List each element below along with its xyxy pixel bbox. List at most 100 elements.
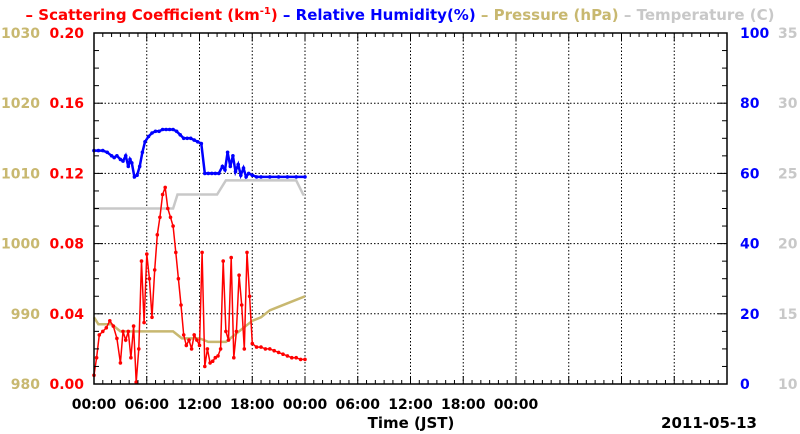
data-point-scat: [290, 355, 294, 360]
data-point-rh: [250, 173, 255, 177]
data-point-scat: [168, 215, 173, 220]
data-point-rh: [223, 168, 227, 172]
data-point-rh: [128, 157, 132, 162]
data-point-scat: [245, 250, 249, 255]
rh-axis-tick-label: 60: [740, 166, 760, 182]
data-point-rh: [199, 141, 204, 146]
data-point-scat: [232, 355, 236, 360]
legend-scat: – Scattering Coefficient (km: [26, 6, 260, 24]
data-point-scat: [155, 233, 160, 237]
data-point-rh: [285, 175, 290, 179]
x-tick-label: 18:00: [441, 397, 486, 413]
legend-scat-sup: -1: [260, 6, 271, 17]
temp-axis-tick-label: 20: [778, 237, 798, 253]
data-point-rh: [160, 127, 165, 132]
data-point-scat: [163, 185, 167, 190]
data-point-rh: [244, 175, 248, 179]
data-point-scat: [126, 329, 131, 334]
data-point-scat: [250, 341, 255, 346]
data-point-scat: [200, 250, 204, 255]
scat-axis-tick-label: 0.04: [49, 307, 84, 323]
data-point-scat: [181, 333, 186, 337]
series-temp: [94, 179, 305, 210]
data-point-scat: [158, 215, 162, 220]
pres-axis-tick-label: 1030: [1, 26, 40, 42]
data-point-rh: [210, 171, 214, 176]
data-point-rh: [109, 154, 114, 158]
rh-axis-tick-label: 40: [740, 237, 760, 253]
data-point-scat: [294, 355, 299, 360]
data-point-rh: [225, 150, 230, 155]
scat-axis-tick-label: 0.12: [49, 166, 84, 182]
chart-legend: – Scattering Coefficient (km-1) – Relati…: [26, 6, 775, 24]
data-point-rh: [150, 131, 154, 135]
data-point-scat: [152, 268, 157, 272]
data-point-rh: [126, 164, 131, 169]
data-point-rh: [220, 164, 225, 169]
data-point-rh: [303, 175, 307, 179]
x-tick-label: 18:00: [230, 397, 275, 413]
data-point-scat: [203, 364, 207, 369]
data-point-scat: [129, 355, 133, 360]
data-point-scat: [205, 347, 210, 351]
data-point-rh: [105, 150, 109, 155]
data-point-rh: [203, 171, 207, 176]
data-point-scat: [259, 345, 263, 349]
data-point-rh: [112, 155, 116, 160]
data-point-rh: [185, 136, 189, 141]
temp-axis-tick-label: 25: [778, 166, 797, 182]
data-point-scat: [101, 329, 105, 334]
data-point-scat: [254, 345, 259, 349]
legend-line: – Scattering Coefficient (km-1) – Relati…: [26, 6, 775, 24]
data-point-scat: [187, 338, 191, 342]
data-point-rh: [118, 157, 123, 162]
data-point-rh: [181, 136, 186, 141]
data-point-scat: [303, 357, 307, 362]
data-point-scat: [123, 338, 128, 342]
scat-axis-tick-label: 0.20: [49, 26, 84, 42]
data-point-scat: [224, 329, 228, 334]
date-label: 2011-05-13: [661, 414, 757, 432]
x-axis-label: Time (JST): [368, 414, 455, 432]
chart-grid: [94, 33, 727, 384]
data-point-scat: [197, 343, 202, 348]
data-point-scat: [276, 350, 281, 355]
data-point-scat: [184, 343, 189, 348]
data-point-scat: [145, 252, 149, 256]
data-point-scat: [174, 250, 178, 255]
data-point-scat: [171, 224, 175, 228]
data-point-rh: [233, 169, 238, 174]
data-point-scat: [263, 347, 268, 351]
data-point-rh: [157, 129, 161, 134]
data-point-rh: [132, 175, 137, 179]
data-point-scat: [166, 206, 170, 211]
data-point-scat: [285, 354, 290, 358]
data-point-rh: [135, 173, 139, 177]
rh-axis-tick-label: 80: [740, 96, 760, 112]
data-point-rh: [259, 175, 263, 179]
data-point-scat: [281, 352, 285, 357]
data-point-scat: [234, 329, 239, 334]
x-tick-label: 00:00: [72, 397, 117, 413]
data-point-rh: [178, 133, 182, 137]
x-tick-label: 12:00: [177, 397, 222, 413]
data-point-scat: [150, 315, 154, 320]
data-point-rh: [246, 171, 251, 176]
x-tick-label: 06:00: [124, 397, 169, 413]
data-point-rh: [236, 162, 240, 167]
data-point-scat: [226, 338, 231, 342]
data-point-rh: [96, 148, 101, 153]
data-point-scat: [192, 333, 196, 337]
data-point-rh: [206, 171, 211, 176]
data-point-scat: [111, 324, 116, 328]
data-point-scat: [239, 303, 244, 307]
data-point-scat: [218, 347, 223, 351]
data-point-scat: [242, 347, 247, 351]
data-point-scat: [137, 347, 141, 351]
legend-pres: – Pressure (hPa): [476, 6, 619, 24]
x-tick-label: 00:00: [283, 397, 328, 413]
data-point-scat: [118, 361, 123, 365]
series-rh: [92, 127, 307, 180]
data-point-rh: [294, 175, 299, 179]
series-line-temp: [94, 179, 305, 210]
